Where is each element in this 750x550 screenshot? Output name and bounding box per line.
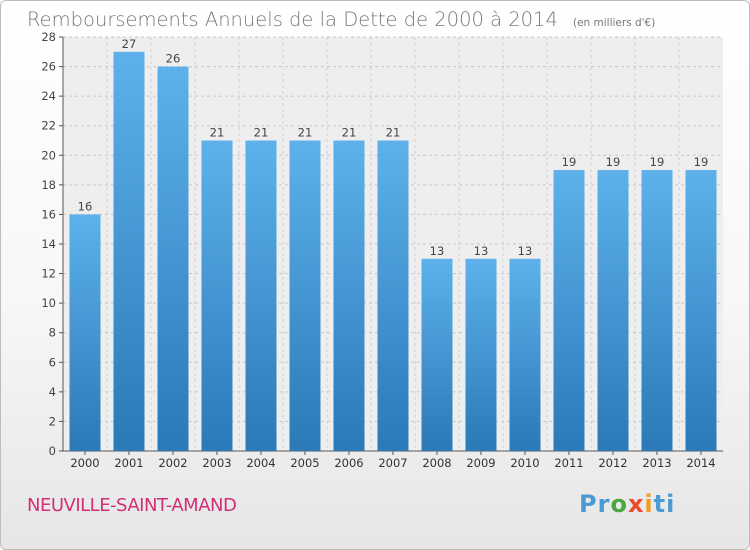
x-tick-label: 2012 bbox=[598, 456, 627, 470]
bar bbox=[245, 140, 277, 451]
x-tick-label: 2007 bbox=[378, 456, 407, 470]
bar bbox=[465, 258, 497, 451]
x-tick-label: 2005 bbox=[290, 456, 319, 470]
logo-part: x bbox=[627, 490, 645, 518]
y-tick-label: 24 bbox=[41, 89, 56, 103]
data-label: 26 bbox=[166, 52, 181, 66]
data-label: 21 bbox=[386, 126, 401, 140]
bar bbox=[201, 140, 233, 451]
y-tick-label: 8 bbox=[49, 326, 56, 340]
x-tick-label: 2010 bbox=[510, 456, 539, 470]
x-tick-label: 2008 bbox=[422, 456, 451, 470]
y-tick-label: 26 bbox=[41, 60, 56, 74]
y-tick-label: 22 bbox=[41, 119, 56, 133]
data-label: 16 bbox=[78, 199, 93, 213]
bar bbox=[421, 258, 453, 451]
x-tick-label: 2014 bbox=[686, 456, 715, 470]
bar-chart: 0246810121416182022242628162000272001262… bbox=[41, 30, 723, 470]
y-tick-label: 10 bbox=[41, 296, 56, 310]
x-tick-label: 2002 bbox=[158, 456, 187, 470]
bar bbox=[685, 170, 717, 452]
x-tick-label: 2001 bbox=[114, 456, 143, 470]
data-label: 19 bbox=[606, 155, 621, 169]
bar bbox=[641, 170, 673, 452]
commune-name: NEUVILLE-SAINT-AMAND bbox=[27, 495, 237, 516]
logo-part: ti bbox=[653, 490, 676, 518]
data-label: 19 bbox=[694, 155, 709, 169]
bar bbox=[69, 214, 101, 451]
x-tick-label: 2009 bbox=[466, 456, 495, 470]
title-row: Remboursements Annuels de la Dette de 20… bbox=[27, 8, 655, 31]
data-label: 13 bbox=[430, 244, 445, 258]
bar bbox=[113, 51, 145, 452]
bar bbox=[509, 258, 541, 451]
y-tick-label: 20 bbox=[41, 148, 56, 162]
logo-part: i bbox=[644, 490, 654, 518]
bar bbox=[333, 140, 365, 451]
data-label: 19 bbox=[562, 155, 577, 169]
bar bbox=[597, 170, 629, 452]
data-label: 21 bbox=[342, 126, 357, 140]
x-tick-label: 2013 bbox=[642, 456, 671, 470]
y-tick-label: 12 bbox=[41, 267, 56, 281]
y-tick-label: 18 bbox=[41, 178, 56, 192]
x-tick-label: 2000 bbox=[70, 456, 99, 470]
y-tick-label: 6 bbox=[49, 355, 56, 369]
bar bbox=[553, 170, 585, 452]
data-label: 13 bbox=[474, 244, 489, 258]
data-label: 19 bbox=[650, 155, 665, 169]
x-tick-label: 2003 bbox=[202, 456, 231, 470]
y-tick-label: 0 bbox=[49, 444, 56, 458]
y-tick-label: 28 bbox=[41, 30, 56, 44]
chart-title: Remboursements Annuels de la Dette de 20… bbox=[27, 8, 558, 31]
logo-part: Pr bbox=[579, 490, 611, 518]
y-tick-label: 16 bbox=[41, 207, 56, 221]
data-label: 21 bbox=[298, 126, 313, 140]
y-tick-label: 2 bbox=[49, 414, 56, 428]
y-tick-label: 4 bbox=[49, 385, 56, 399]
x-tick-label: 2006 bbox=[334, 456, 363, 470]
bar bbox=[289, 140, 321, 451]
data-label: 21 bbox=[254, 126, 269, 140]
proxiti-logo: Proxiti bbox=[579, 490, 675, 518]
bar bbox=[157, 66, 189, 452]
data-label: 27 bbox=[122, 37, 137, 51]
x-tick-label: 2004 bbox=[246, 456, 275, 470]
y-tick-label: 14 bbox=[41, 237, 56, 251]
logo-part: o bbox=[610, 490, 628, 518]
chart-subtitle: (en milliers d'€) bbox=[572, 17, 656, 29]
x-tick-label: 2011 bbox=[554, 456, 583, 470]
bar bbox=[377, 140, 409, 451]
data-label: 13 bbox=[518, 244, 533, 258]
data-label: 21 bbox=[210, 126, 225, 140]
